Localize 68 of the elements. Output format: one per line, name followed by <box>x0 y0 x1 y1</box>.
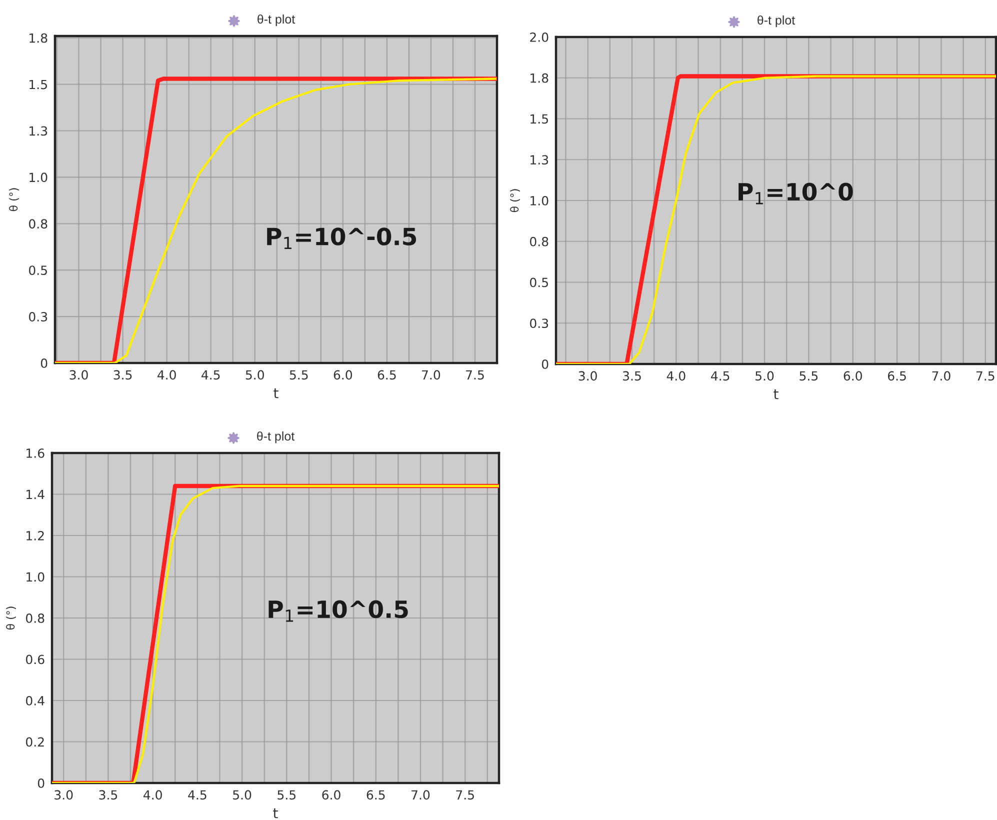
annotation: P$_{1}$=10^0.5 <box>268 600 408 622</box>
x-axis-title: t <box>273 808 278 818</box>
chart-title: θ-t plot <box>758 15 796 28</box>
chart-title: θ-t plot <box>258 14 296 26</box>
x-tick-label: 4.5 <box>188 790 206 800</box>
y-tick-label: 0.2 <box>26 737 44 747</box>
x-tick-label: 7.0 <box>932 371 950 381</box>
x-tick-label: 7.5 <box>466 370 484 380</box>
x-tick-label: 4.5 <box>711 371 730 381</box>
y-tick-label: 0.8 <box>29 219 48 229</box>
y-tick-label: 1.3 <box>30 126 48 136</box>
y-tick-label: 1.8 <box>30 33 48 43</box>
y-tick-label: 2.0 <box>530 32 548 42</box>
y-tick-label: 1.8 <box>530 73 548 83</box>
x-tick-label: 5.0 <box>756 371 774 381</box>
y-axis-title: θ (°) <box>510 189 520 212</box>
x-tick-label: 5.0 <box>233 790 252 800</box>
x-tick-label: 3.0 <box>70 370 88 380</box>
x-tick-label: 3.0 <box>54 790 73 800</box>
y-tick-label: 0.8 <box>530 236 548 246</box>
y-tick-label: 1.2 <box>26 530 44 540</box>
x-tick-label: 4.0 <box>157 370 176 380</box>
y-axis-title: θ (°) <box>9 188 19 212</box>
x-tick-label: 6.5 <box>888 371 906 381</box>
y-tick-label: 0.3 <box>29 312 48 322</box>
y-axis-title: θ (°) <box>6 606 16 630</box>
x-tick-label: 7.5 <box>456 790 474 800</box>
x-tick-label: 3.5 <box>623 371 641 381</box>
y-tick-label: 1.4 <box>26 490 44 499</box>
x-tick-label: 3.5 <box>114 370 132 380</box>
x-tick-label: 4.5 <box>202 370 220 380</box>
x-tick-label: 3.5 <box>99 790 118 800</box>
x-tick-label: 3.0 <box>578 371 597 381</box>
annotation: P$_{1}$=10^0 <box>738 182 853 204</box>
y-tick-label: 1.3 <box>530 155 548 165</box>
x-axis-title: t <box>274 388 278 398</box>
x-tick-label: 6.0 <box>844 371 862 381</box>
y-tick-label: 0.5 <box>530 278 548 288</box>
y-tick-label: 0.8 <box>26 613 44 623</box>
y-tick-label: 0 <box>38 778 44 788</box>
x-tick-label: 5.5 <box>278 790 296 800</box>
y-tick-label: 0 <box>542 359 548 369</box>
x-tick-label: 4.0 <box>666 371 686 381</box>
x-tick-label: 6.0 <box>322 790 340 800</box>
y-tick-label: 1.5 <box>530 114 548 124</box>
y-tick-label: 1.5 <box>30 80 47 90</box>
x-axis-title: t <box>774 389 778 400</box>
chart-title: θ-t plot <box>257 431 295 444</box>
x-tick-label: 6.5 <box>378 370 396 380</box>
y-tick-label: 1.6 <box>26 448 44 458</box>
x-tick-label: 6.0 <box>334 370 352 380</box>
x-tick-label: 4.0 <box>143 790 162 800</box>
x-tick-label: 7.0 <box>412 790 430 800</box>
y-tick-label: 0.5 <box>29 266 47 276</box>
annotation: P$_{1}$=10^-0.5 <box>267 228 416 249</box>
x-tick-label: 7.0 <box>422 370 440 380</box>
x-tick-label: 5.5 <box>290 370 308 380</box>
y-tick-label: 1.0 <box>530 196 548 206</box>
y-tick-label: 0.3 <box>530 318 548 328</box>
y-tick-label: 0.4 <box>26 696 44 706</box>
y-tick-label: 1.0 <box>26 572 44 582</box>
y-tick-label: 0.6 <box>26 654 44 664</box>
y-tick-label: 0 <box>40 358 48 368</box>
x-tick-label: 7.5 <box>976 371 994 381</box>
x-tick-label: 5.0 <box>246 370 264 380</box>
x-tick-label: 5.5 <box>800 371 818 381</box>
y-tick-label: 1.0 <box>30 172 48 182</box>
x-tick-label: 6.5 <box>366 790 385 800</box>
